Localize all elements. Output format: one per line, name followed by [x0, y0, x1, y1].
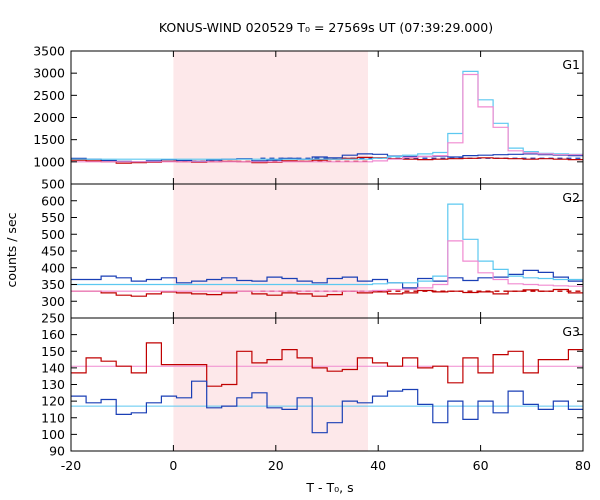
y-tick-label: 3500	[33, 44, 65, 59]
panel-label: G2	[562, 190, 580, 205]
panel-label: G3	[562, 324, 580, 339]
y-axis-label: counts / sec	[4, 212, 19, 287]
chart-title: KONUS-WIND 020529 T₀ = 27569s UT (07:39:…	[159, 20, 493, 35]
series-1-step-line	[71, 269, 583, 289]
panel-content	[71, 203, 583, 297]
y-tick-label: 100	[41, 427, 65, 442]
x-tick-label: 60	[473, 458, 489, 473]
shaded-interval	[173, 184, 368, 318]
x-axis-label: T - T₀, s	[305, 480, 353, 495]
y-tick-label: 120	[41, 394, 65, 409]
y-tick-label: 500	[41, 177, 65, 192]
y-tick-label: 600	[41, 193, 65, 208]
y-tick-label: 550	[41, 210, 65, 225]
series-2-step-line	[71, 380, 583, 434]
x-tick-label: 0	[169, 458, 177, 473]
y-tick-label: 2500	[33, 88, 65, 103]
x-tick-label: -20	[61, 458, 81, 473]
panel-label: G1	[562, 57, 580, 72]
x-tick-label: 40	[370, 458, 386, 473]
series-3-step-line	[71, 203, 583, 286]
y-tick-label: 90	[49, 444, 65, 459]
y-tick-label: 300	[41, 294, 65, 309]
y-tick-label: 500	[41, 227, 65, 242]
shaded-interval	[173, 318, 368, 451]
y-tick-label: 400	[41, 260, 65, 275]
y-tick-label: 160	[41, 327, 65, 342]
series-4-step-line	[71, 73, 583, 163]
y-tick-label: 130	[41, 377, 65, 392]
y-tick-label: 450	[41, 244, 65, 259]
panel-g1: 500 1000 1500 2000 2500 3000 3500 G1	[33, 44, 584, 192]
y-tick-label: 1000	[33, 154, 65, 169]
y-tick-label: 3000	[33, 66, 65, 81]
y-tick-label: 110	[41, 410, 65, 425]
x-tick-label: 80	[575, 458, 591, 473]
panel-content	[71, 342, 583, 434]
series-4-step-line	[71, 240, 583, 292]
y-tick-label: 140	[41, 360, 65, 375]
y-tick-label: 250	[41, 311, 65, 326]
series-1-step-line	[71, 342, 583, 387]
y-tick-label: 2000	[33, 110, 65, 125]
series-2-step-line	[71, 288, 583, 297]
y-tick-label: 150	[41, 344, 65, 359]
shaded-interval	[173, 51, 368, 184]
x-tick-label: 20	[268, 458, 284, 473]
y-tick-label: 1500	[33, 132, 65, 147]
y-tick-label: 350	[41, 277, 65, 292]
panel-content	[71, 70, 583, 164]
